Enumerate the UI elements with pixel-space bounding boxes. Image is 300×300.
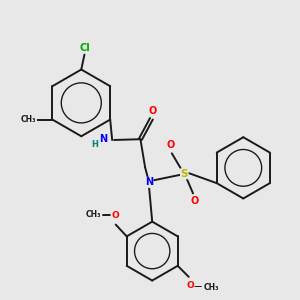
Text: O: O (111, 212, 119, 220)
Text: Cl: Cl (80, 43, 91, 52)
Text: S: S (181, 169, 188, 179)
Text: CH₃: CH₃ (203, 283, 219, 292)
Text: O: O (167, 140, 175, 151)
Text: N: N (100, 134, 108, 144)
Text: O: O (149, 106, 157, 116)
Text: CH₃: CH₃ (85, 210, 101, 219)
Text: N: N (145, 177, 153, 188)
Text: H: H (91, 140, 98, 149)
Text: O: O (190, 196, 199, 206)
Text: O: O (186, 281, 194, 290)
Text: CH₃: CH₃ (21, 115, 37, 124)
